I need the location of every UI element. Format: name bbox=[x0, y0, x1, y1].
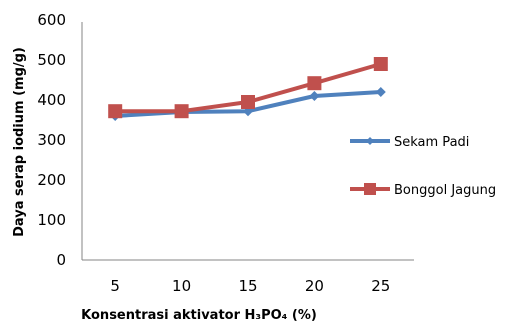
data-point bbox=[375, 87, 386, 97]
y-tick-label: 600 bbox=[37, 11, 66, 29]
legend-label: Sekam Padi bbox=[394, 135, 469, 150]
legend-item: Sekam Padi bbox=[350, 135, 469, 150]
x-tick-label: 10 bbox=[172, 277, 191, 295]
data-point bbox=[309, 91, 320, 101]
data-point bbox=[174, 104, 189, 119]
x-tick-label: 20 bbox=[305, 277, 324, 295]
y-tick-label: 200 bbox=[37, 171, 66, 189]
y-axis-title: Daya serap iodium (mg/g) bbox=[12, 47, 27, 237]
x-tick-label: 15 bbox=[238, 277, 257, 295]
y-tick-labels: 0 100 200 300 400 500 600 bbox=[37, 11, 66, 269]
y-tick-label: 100 bbox=[37, 211, 66, 229]
legend-marker bbox=[366, 137, 374, 145]
y-tick-label: 0 bbox=[56, 251, 66, 269]
y-tick-label: 400 bbox=[37, 91, 66, 109]
y-tick-label: 300 bbox=[37, 131, 66, 149]
axes bbox=[81, 22, 414, 261]
series-1 bbox=[108, 57, 388, 119]
legend: Sekam Padi Bonggol Jagung bbox=[350, 135, 496, 198]
legend-label: Bonggol Jagung bbox=[394, 183, 496, 198]
x-tick-label: 25 bbox=[371, 277, 390, 295]
data-point bbox=[307, 76, 322, 91]
data-point bbox=[373, 57, 388, 71]
x-axis-title: Konsentrasi aktivator H₃PO₄ (%) bbox=[81, 308, 317, 323]
x-tick-labels: 5 10 15 20 25 bbox=[110, 277, 390, 295]
legend-item: Bonggol Jagung bbox=[350, 183, 496, 198]
legend-marker bbox=[364, 183, 376, 195]
data-point bbox=[108, 104, 123, 119]
x-tick-label: 5 bbox=[110, 277, 120, 295]
series-layer bbox=[108, 57, 388, 121]
data-point bbox=[241, 95, 255, 109]
y-tick-label: 500 bbox=[37, 51, 66, 69]
